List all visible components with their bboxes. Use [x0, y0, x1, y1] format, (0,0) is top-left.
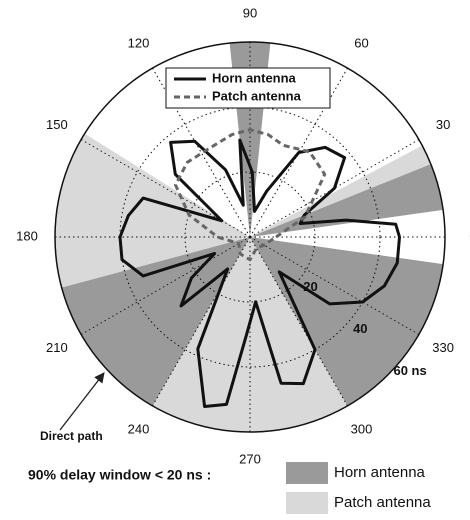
sector	[61, 237, 250, 406]
sector	[54, 133, 250, 288]
spoke	[249, 67, 348, 238]
theta-tick-label: 300	[351, 422, 373, 437]
spoke	[80, 236, 251, 335]
theta-tick-label: 180	[16, 228, 38, 243]
series-line	[118, 138, 401, 409]
legend-label: Patch antenna	[212, 88, 302, 103]
ring	[184, 171, 316, 303]
theta-tick-label: 210	[46, 340, 68, 355]
sector	[250, 237, 444, 406]
r-tick-label: 20	[303, 279, 317, 294]
theta-tick-label: 120	[128, 35, 150, 50]
sector-legend-label: Patch antenna	[334, 494, 431, 511]
spoke	[249, 236, 348, 407]
sector-legend-swatch	[286, 492, 328, 514]
lines	[118, 128, 401, 409]
sector	[250, 145, 431, 237]
theta-tick-label: 330	[432, 340, 454, 355]
theta-tick-label: 150	[46, 117, 68, 132]
spoke	[249, 236, 420, 335]
annotation: Direct path	[40, 429, 103, 443]
spoke	[152, 236, 251, 407]
r-tick-label: 40	[353, 321, 367, 336]
theta-tick-label: 30	[436, 117, 450, 132]
theta-tick-label: 90	[243, 5, 257, 20]
theta-tick-label: 240	[128, 422, 150, 437]
spoke	[249, 139, 420, 238]
series-line	[173, 128, 327, 262]
legend-label: Horn antenna	[212, 70, 297, 85]
annotation-arrow	[59, 372, 105, 431]
sector-legend-title: 90% delay window < 20 ns :	[28, 467, 211, 483]
sector	[250, 163, 444, 237]
sector-legend-label: Horn antenna	[334, 464, 426, 481]
sector-legend-swatch	[286, 462, 328, 484]
r-tick-label: 60 ns	[393, 363, 426, 378]
theta-tick-label: 270	[239, 451, 261, 466]
theta-tick-label: 60	[354, 35, 368, 50]
legend-box	[165, 67, 331, 109]
